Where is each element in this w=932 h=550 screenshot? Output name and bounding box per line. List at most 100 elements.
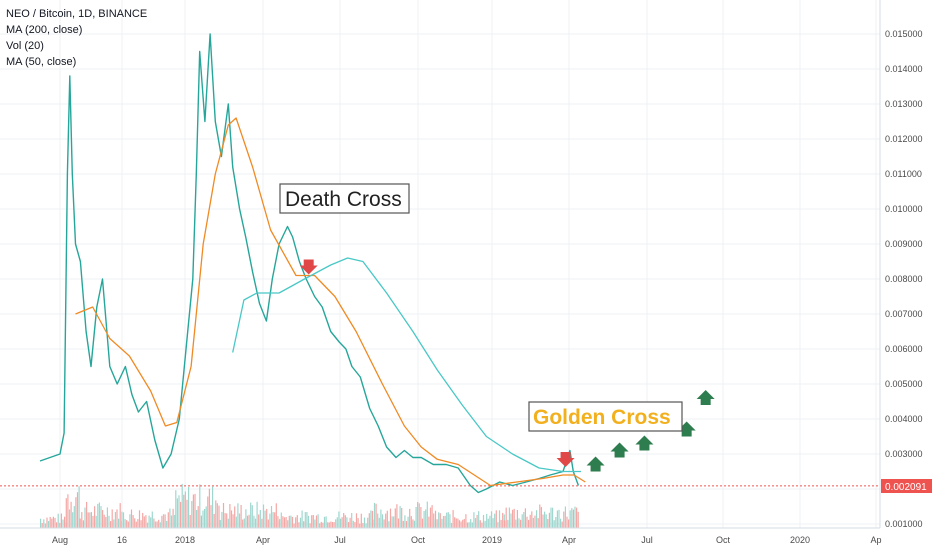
volume-bar [142, 512, 144, 528]
x-tick-label: 2019 [482, 535, 502, 545]
volume-bar [180, 501, 182, 528]
volume-bar [529, 514, 531, 528]
volume-bar [158, 519, 160, 528]
volume-bar [457, 518, 459, 528]
volume-bar [309, 523, 311, 528]
volume-bar [97, 503, 99, 528]
volume-bar [315, 515, 318, 528]
down-arrow-icon [556, 452, 575, 467]
volume-bar [283, 517, 286, 528]
volume-bar [433, 519, 435, 528]
volume-bar [311, 515, 313, 528]
volume-bar [489, 515, 491, 528]
volume-bar [299, 517, 302, 528]
legend-symbol[interactable]: NEO / Bitcoin, 1D, BINANCE [6, 8, 148, 20]
volume-bar [246, 515, 249, 528]
volume-bar [57, 513, 59, 528]
volume-bar [497, 522, 499, 528]
volume-bar [442, 516, 445, 528]
volume-bar [293, 523, 295, 528]
volume-bar [44, 523, 46, 528]
volume-bar [486, 513, 488, 528]
volume-bar [458, 520, 461, 528]
volume-bar [537, 518, 539, 528]
volume-bar [540, 507, 542, 528]
volume-bar [84, 507, 86, 528]
volume-bar [234, 506, 236, 528]
volume-bar [116, 509, 118, 528]
legend-ma200[interactable]: MA (200, close) [6, 24, 83, 36]
golden-cross-label: Golden Cross [533, 406, 671, 429]
volume-bar [192, 494, 194, 528]
volume-bar [235, 516, 237, 528]
volume-bar [129, 514, 131, 528]
volume-bar [159, 522, 161, 528]
volume-bar [331, 522, 334, 528]
y-tick-label: 0.006000 [885, 344, 923, 354]
up-arrow-icon [677, 421, 696, 437]
volume-bar [322, 522, 324, 528]
volume-bar [81, 512, 83, 528]
volume-bar [463, 518, 465, 528]
y-tick-label: 0.014000 [885, 64, 923, 74]
volume-bar [371, 510, 374, 528]
volume-bar [106, 507, 108, 528]
x-tick-label: Jul [641, 535, 653, 545]
volume-bar [137, 519, 139, 528]
volume-bar [523, 512, 525, 528]
volume-bar [65, 498, 67, 528]
volume-bar [362, 523, 364, 528]
volume-bar [561, 521, 563, 528]
volume-bar [446, 512, 448, 528]
volume-bar [412, 519, 414, 528]
volume-bar [52, 516, 54, 528]
volume-bar [346, 517, 348, 528]
death-cross-annotation[interactable]: Death Cross [279, 183, 410, 214]
volume-bar [175, 490, 177, 528]
volume-bar [388, 521, 390, 528]
volume-bar [571, 508, 573, 528]
chart-grid [0, 0, 880, 528]
volume-bar [111, 509, 113, 528]
up-arrow-icon [696, 390, 715, 405]
volume-bar [113, 519, 115, 528]
volume-bar [218, 505, 220, 528]
volume-bar [172, 508, 174, 528]
volume-bar [250, 502, 252, 528]
volume-bar [86, 501, 88, 528]
volume-bar [365, 523, 367, 528]
annotations: Death Cross Golden Cross [279, 183, 683, 432]
volume-bar [108, 515, 110, 528]
volume-bar [98, 502, 100, 528]
volume-bar [135, 521, 137, 528]
volume-bar [312, 515, 314, 528]
volume-bar [490, 511, 493, 528]
volume-bar [532, 517, 534, 528]
legend-vol[interactable]: Vol (20) [6, 40, 44, 52]
volume-bar [494, 513, 496, 528]
volume-bar [291, 516, 294, 528]
volume-bar [474, 518, 477, 528]
up-arrow-icon [586, 456, 605, 472]
volume-bar [181, 483, 183, 528]
volume-bar [569, 510, 571, 528]
volume-bar [48, 521, 50, 528]
y-tick-label: 0.011000 [885, 169, 922, 179]
golden-cross-annotation[interactable]: Golden Cross [528, 401, 683, 432]
volume-bar [230, 510, 233, 528]
volume-bar [288, 515, 290, 528]
volume-bar [572, 509, 574, 528]
volume-bar [465, 514, 467, 528]
volume-bar [94, 506, 96, 528]
volume-bar [191, 501, 193, 528]
volume-bar [270, 506, 273, 528]
y-tick-label: 0.015000 [885, 29, 923, 39]
legend-ma50[interactable]: MA (50, close) [6, 56, 77, 68]
volume-bar [454, 517, 456, 528]
volume-bar [438, 512, 440, 528]
volume-bar [363, 517, 366, 528]
volume-bar [563, 511, 565, 528]
volume-bar [544, 511, 546, 528]
volume-bar [151, 511, 153, 528]
